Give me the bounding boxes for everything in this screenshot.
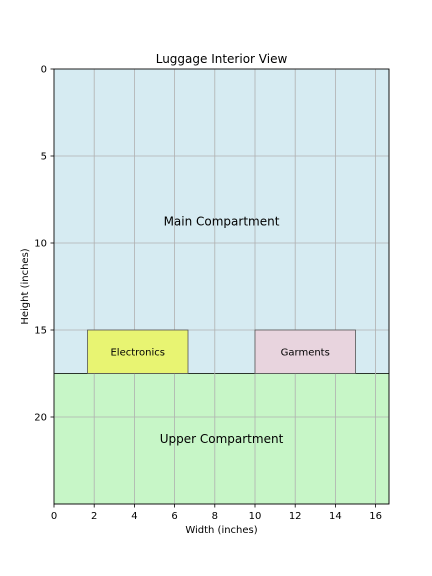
x-axis-ticks: 0 2 4 6 8 10 12 14 16 <box>51 504 382 522</box>
x-tick-label: 8 <box>212 511 218 522</box>
x-tick-label: 16 <box>369 511 382 522</box>
garments-item <box>254 329 356 374</box>
y-axis-ticks: 0 5 10 15 20 <box>34 65 54 424</box>
main-compartment-label: Main Compartment <box>164 214 280 228</box>
y-tick-label: 0 <box>41 65 47 76</box>
x-tick-label: 4 <box>131 511 137 522</box>
x-tick-label: 14 <box>329 511 342 522</box>
grid-layer <box>53 68 389 504</box>
y-tick-label: 15 <box>34 326 47 337</box>
y-tick-label: 10 <box>34 239 47 250</box>
x-tick-label: 12 <box>289 511 302 522</box>
electronics-item <box>87 329 189 374</box>
x-tick-label: 6 <box>171 511 177 522</box>
x-tick-label: 0 <box>51 511 57 522</box>
y-tick-label: 20 <box>34 413 47 424</box>
chart-title: Luggage Interior View <box>156 52 288 66</box>
x-tick-label: 10 <box>249 511 262 522</box>
upper-compartment-region <box>53 373 390 505</box>
plot-frame <box>53 68 390 505</box>
x-axis-label: Width (inches) <box>185 525 257 536</box>
electronics-label: Electronics <box>110 347 165 358</box>
regions-layer <box>53 68 390 505</box>
items-layer <box>87 329 356 374</box>
y-tick-label: 5 <box>41 152 47 163</box>
labels-layer: Main Compartment Upper Compartment Electro… <box>110 214 329 446</box>
upper-compartment-label: Upper Compartment <box>160 432 284 446</box>
garments-label: Garments <box>281 347 330 358</box>
x-tick-label: 2 <box>91 511 97 522</box>
y-axis-label: Height (inches) <box>20 248 31 324</box>
main-compartment-region <box>53 68 390 374</box>
